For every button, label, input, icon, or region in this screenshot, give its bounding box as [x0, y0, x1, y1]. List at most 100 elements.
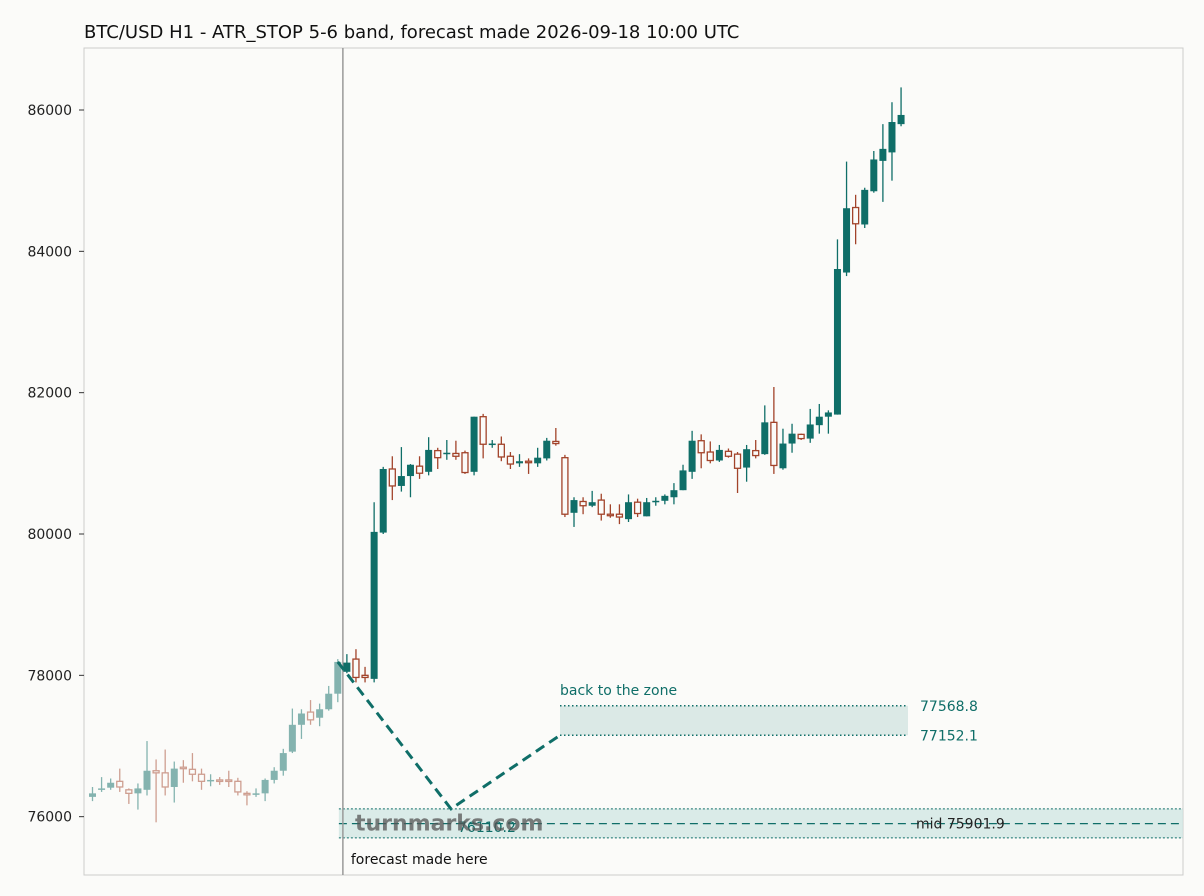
candle-body [397, 476, 405, 486]
history-candle [316, 703, 324, 727]
candle-body [352, 658, 360, 679]
candle-body [334, 661, 342, 694]
candle-body [134, 788, 142, 794]
target-zone-low-label: 77152.1 [920, 728, 978, 744]
candle-body [297, 713, 305, 725]
forecast-candle [715, 444, 723, 462]
candle-body [188, 768, 197, 775]
candle-body [815, 416, 823, 426]
candle-body [143, 770, 151, 790]
candle-body [879, 148, 887, 161]
candle-body [806, 424, 814, 439]
forecast-candle [579, 497, 587, 515]
history-candle [279, 748, 287, 776]
candle-body [788, 433, 796, 444]
forecast-candle [888, 102, 896, 181]
forecast-candle [352, 649, 360, 683]
forecast-candle [397, 447, 405, 492]
candle-body [388, 468, 396, 487]
forecast-candle [488, 440, 496, 448]
forecast-candle [361, 666, 369, 683]
forecast-candle [861, 187, 869, 229]
candle-body [288, 724, 296, 752]
forecast-candle [379, 466, 387, 534]
history-candle [197, 768, 206, 790]
candle-body [697, 440, 705, 454]
candle-body [461, 452, 469, 474]
history-candle [89, 786, 96, 802]
candle-body [843, 208, 851, 273]
candle-body [743, 449, 751, 468]
forecast-marker-label: forecast made here [351, 852, 488, 868]
candle-body [770, 421, 778, 467]
forecast-candle [788, 423, 796, 453]
forecast-candle [506, 452, 515, 469]
y-tick-label: 86000 [27, 103, 72, 119]
candle-body [179, 766, 188, 770]
history-candle [288, 708, 296, 754]
forecast-candle [824, 410, 832, 434]
candle-body [706, 451, 714, 462]
candle-body [524, 460, 533, 464]
forecast-candle [470, 416, 478, 476]
candle-body [870, 159, 878, 192]
candle-body [406, 464, 414, 477]
forecast-candle [543, 437, 551, 461]
candle-body [452, 452, 460, 457]
forecast-candle [515, 454, 523, 467]
forecast-candle [752, 440, 760, 459]
forecast-candle [461, 450, 469, 474]
history-candle [152, 759, 160, 823]
history-candle [143, 741, 151, 796]
candle-body [661, 495, 669, 501]
candle-body [615, 513, 624, 518]
forecast-candle [661, 494, 669, 505]
history-candle [243, 791, 251, 806]
history-candle [234, 777, 242, 796]
candle-body [679, 470, 687, 491]
candle-body [125, 789, 133, 794]
candle-body [270, 770, 278, 780]
history-candle [179, 760, 188, 783]
forecast-candle [625, 494, 633, 522]
forecast-candle [343, 654, 351, 674]
history-candle [134, 783, 142, 810]
candle-body [797, 433, 805, 440]
history-candle [297, 709, 305, 739]
target-zone [560, 705, 908, 737]
candle-body [415, 465, 424, 474]
forecast-candle [570, 497, 578, 527]
forecast-candle [370, 502, 378, 683]
candle-body [606, 513, 614, 517]
history-candle [207, 774, 215, 787]
forecast-candle [443, 440, 451, 460]
candle-body [343, 662, 351, 672]
chart-title: BTC/USD H1 - ATR_STOP 5-6 band, forecast… [84, 22, 739, 43]
y-axis: 76000 78000 80000 82000 84000 86000 [27, 103, 84, 826]
candle-body [506, 455, 515, 465]
forecast-candle [770, 387, 778, 474]
candle-body [216, 779, 224, 783]
forecast-candle [643, 497, 651, 517]
forecast-path [336, 660, 561, 811]
candle-body [488, 443, 496, 446]
y-tick-label: 80000 [27, 527, 72, 543]
watermark: turnmarks.com [355, 812, 543, 837]
candle-body [561, 457, 569, 515]
y-tick-label: 84000 [27, 244, 72, 260]
history-candle [161, 749, 169, 796]
candles [89, 87, 905, 823]
history-candle [188, 753, 197, 782]
candle-body [152, 770, 160, 774]
forecast-candle [733, 452, 742, 494]
forecast-candle [597, 493, 605, 521]
target-zone-high-label: 77568.8 [920, 699, 978, 715]
forecast-candle [652, 497, 660, 506]
candle-body [724, 450, 733, 457]
history-candle [116, 768, 124, 792]
forecast-candle [743, 444, 751, 482]
candle-body [89, 793, 96, 797]
plot-frame [83, 47, 1184, 876]
band-mid-label: mid 75901.9 [916, 817, 1005, 833]
candle-body [443, 452, 451, 455]
